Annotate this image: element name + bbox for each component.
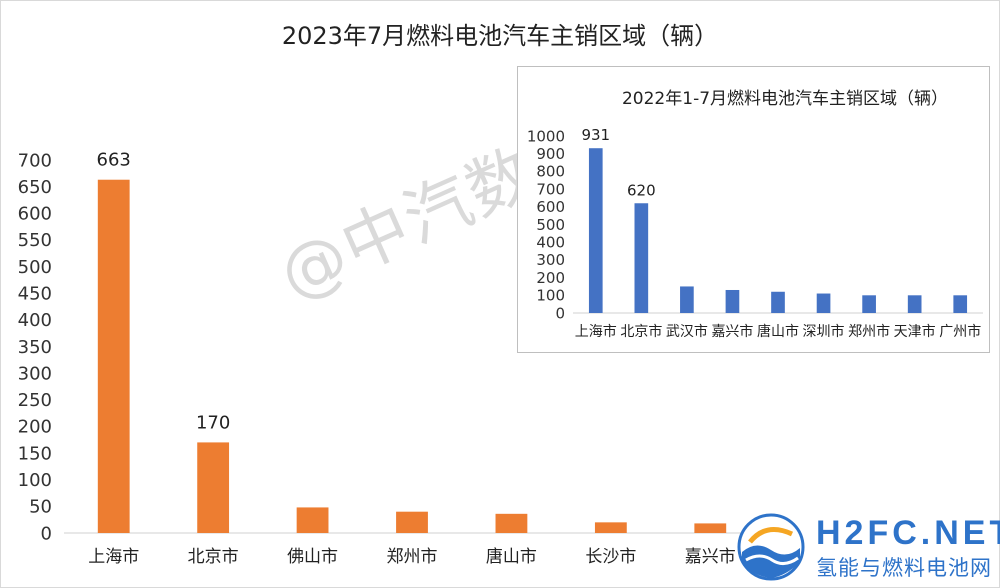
data-label: 663 [97,150,131,171]
bar [725,289,740,313]
logo-subtitle: 氢能与燃料电池网 [816,556,992,580]
y-tick-label: 600 [536,198,565,216]
x-tick-label: 郑州市 [387,547,438,567]
y-tick-label: 0 [41,523,52,544]
y-tick-label: 100 [536,287,565,305]
bar [97,179,130,534]
y-tick-label: 150 [18,443,52,464]
x-tick-label: 嘉兴市 [711,323,753,340]
bar [694,523,727,533]
inset-chart: 2022年1-7月燃料电池汽车主销区域（辆） 010020030040050060… [527,89,983,340]
bar [816,293,831,313]
y-tick-label: 550 [18,230,52,251]
bar [771,291,785,313]
x-tick-label: 广州市 [939,323,981,340]
y-tick-label: 300 [536,251,565,269]
y-tick-label: 100 [18,470,52,491]
bar [680,286,694,313]
data-label: 620 [627,181,656,199]
logo-name: H2FC.NET [816,514,1000,552]
bar [396,511,428,533]
logo-wave-icon [737,513,805,581]
y-tick-label: 800 [536,163,565,181]
y-tick-label: 700 [18,150,52,171]
x-tick-label: 嘉兴市 [685,547,736,567]
x-tick-label: 北京市 [620,323,662,340]
y-tick-label: 500 [18,257,52,278]
y-tick-label: 350 [18,337,52,358]
x-tick-label: 上海市 [575,323,617,340]
x-tick-label: 上海市 [88,547,139,567]
bar [634,203,649,313]
x-tick-label: 北京市 [188,547,239,567]
bar [862,295,876,313]
x-tick-label: 佛山市 [287,547,338,567]
y-tick-label: 900 [536,145,565,163]
bar [495,513,528,533]
bar [197,442,230,533]
y-tick-label: 0 [555,304,565,322]
bar [594,522,627,533]
x-tick-label: 深圳市 [803,323,845,340]
bar [953,295,968,313]
x-tick-label: 武汉市 [666,323,708,340]
chart-title: 2023年7月燃料电池汽车主销区域（辆） [282,22,718,50]
bar [296,507,329,533]
y-tick-label: 300 [18,363,52,384]
bar [907,295,922,313]
site-logo: H2FC.NET 氢能与燃料电池网 [728,508,1000,584]
y-tick-label: 250 [18,390,52,411]
y-tick-label: 600 [18,204,52,225]
y-tick-label: 50 [29,497,52,518]
y-tick-label: 200 [18,417,52,438]
y-tick-label: 650 [18,177,52,198]
bar [588,148,603,313]
data-label: 170 [196,412,230,433]
x-tick-label: 天津市 [894,323,936,340]
y-tick-label: 500 [536,216,565,234]
y-tick-label: 450 [18,284,52,305]
y-tick-label: 1000 [527,127,565,145]
y-tick-label: 400 [536,233,565,251]
y-tick-label: 400 [18,310,52,331]
x-tick-label: 长沙市 [585,547,636,567]
x-tick-label: 唐山市 [757,323,799,340]
y-tick-label: 700 [536,180,565,198]
chart-title: 2022年1-7月燃料电池汽车主销区域（辆） [622,89,948,109]
y-tick-label: 200 [536,269,565,287]
x-tick-label: 唐山市 [486,546,537,567]
data-label: 931 [581,126,610,144]
x-tick-label: 郑州市 [848,323,890,340]
